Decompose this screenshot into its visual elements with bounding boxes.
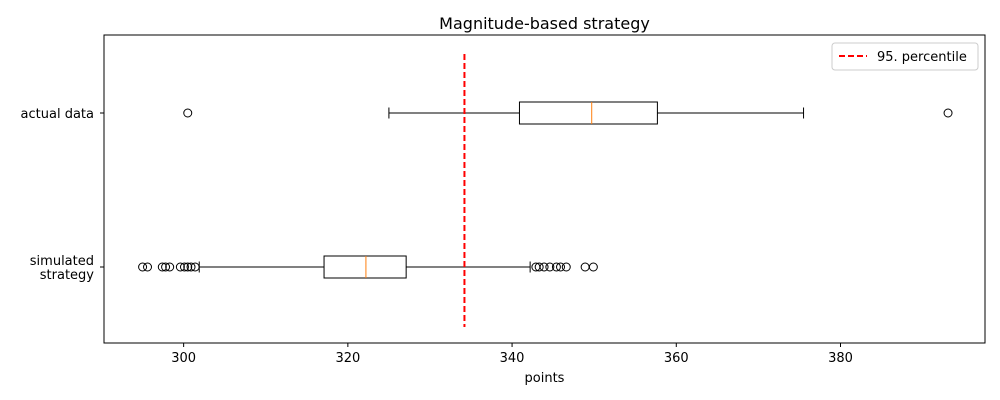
box-iqr <box>518 101 658 125</box>
legend-label: 95. percentile <box>877 50 967 65</box>
outlier-point <box>545 262 555 272</box>
outlier-point <box>561 262 571 272</box>
y-tick-label: actual data <box>21 107 94 122</box>
outlier-point <box>551 262 561 272</box>
outlier-point <box>556 262 566 272</box>
outlier-point <box>539 262 549 272</box>
outlier-point <box>183 262 193 272</box>
outlier-point <box>183 108 193 118</box>
outlier-point <box>161 262 171 272</box>
outlier-point <box>943 108 953 118</box>
x-tick-label: 340 <box>500 351 525 366</box>
x-tick-label: 380 <box>828 351 853 366</box>
legend: 95. percentile <box>831 42 979 71</box>
x-tick-label: 360 <box>664 351 689 366</box>
x-tick-label: 300 <box>171 351 196 366</box>
outlier-point <box>190 262 200 272</box>
box-iqr <box>323 255 407 279</box>
chart-title: Magnitude-based strategy <box>439 14 650 33</box>
plot-area: 300 320 340 360 380 simulated strategy actual d… <box>21 54 953 366</box>
outlier-point <box>534 262 544 272</box>
outlier-point <box>138 262 148 272</box>
x-axis-label: points <box>525 371 565 386</box>
legend-frame <box>831 42 979 71</box>
outlier-point <box>186 262 196 272</box>
y-tick-label: simulated strategy <box>30 254 95 283</box>
outlier-point <box>143 262 153 272</box>
outlier-point <box>157 262 167 272</box>
plot-frame <box>103 34 986 344</box>
outlier-point <box>165 262 175 272</box>
x-tick-label: 320 <box>335 351 360 366</box>
outlier-point <box>588 262 598 272</box>
outlier-point <box>179 262 189 272</box>
outlier-point <box>175 262 185 272</box>
